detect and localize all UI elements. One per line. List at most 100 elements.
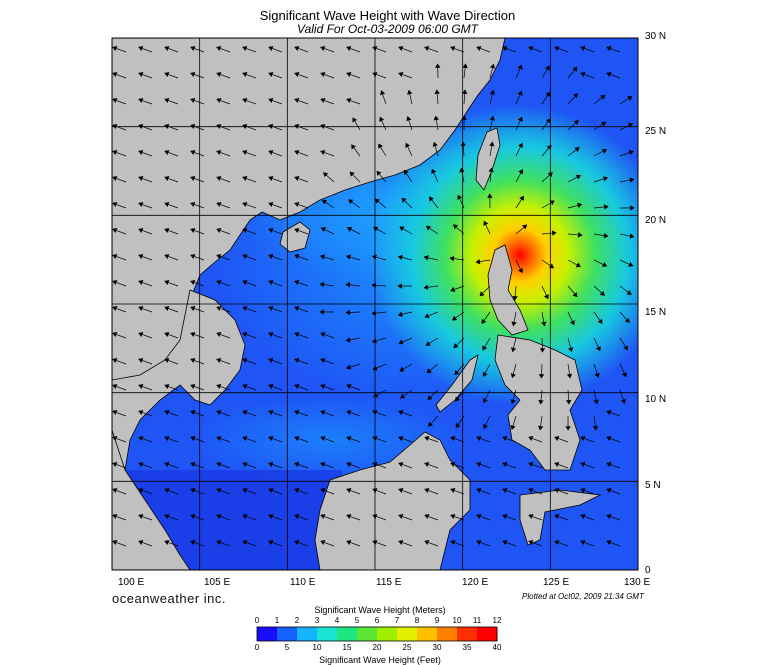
wave-arrow-head [452, 315, 458, 321]
wave-arrow-head [592, 425, 599, 431]
wave-arrow-head [606, 409, 612, 416]
wave-arrow-head [543, 294, 549, 300]
wave-arrow-head [346, 383, 352, 390]
wave-arrow-head [346, 71, 352, 78]
wave-arrow-head [294, 71, 300, 78]
wave-arrow-head [627, 123, 634, 128]
wave-arrow-head [242, 123, 248, 130]
wave-arrow-head [242, 201, 248, 208]
wave-arrow-head [320, 461, 326, 468]
wave-arrow-head [294, 97, 300, 104]
wave-arrow-head [216, 71, 222, 78]
wave-arrow-head [190, 97, 196, 104]
wave-arrow-head [539, 348, 546, 353]
wave-arrow-head [479, 291, 485, 297]
wave-arrow-head [426, 368, 432, 374]
wave-arrow-head [294, 149, 300, 156]
wave-arrow-head [138, 97, 144, 104]
wave-arrow-head [575, 174, 581, 180]
wave-arrow-head [482, 397, 488, 404]
wave-arrow-head [372, 365, 378, 371]
wave-arrow-head [450, 45, 456, 52]
wave-arrow-head [372, 71, 378, 78]
wave-arrow-head [112, 279, 118, 286]
legend-color-swatch [357, 627, 378, 641]
wave-arrow-head [164, 383, 170, 390]
wave-arrow-head [372, 487, 378, 494]
lon-label-120: 120 E [462, 577, 489, 588]
wave-arrow-head [428, 421, 434, 427]
wave-arrow-head [398, 435, 404, 442]
wave-arrow-head [428, 196, 434, 202]
wave-arrow-head [565, 426, 571, 431]
wave-arrow-head [345, 309, 350, 316]
wave-arrow-head [164, 45, 170, 52]
wave-arrow-head [294, 331, 300, 338]
wave-arrow-head [346, 539, 352, 546]
wave-arrow-head [268, 97, 274, 104]
lat-label-10: 10 N [645, 394, 667, 405]
wave-arrow-head [268, 539, 274, 546]
wave-arrow-head [398, 409, 404, 416]
lat-label-0: 0 [645, 565, 651, 576]
wave-arrow-head [538, 399, 544, 405]
wave-arrow-head [528, 539, 534, 546]
wave-arrow-head [606, 71, 612, 78]
malay-peninsula [112, 429, 191, 570]
wave-arrow-head [268, 409, 274, 416]
graticule [112, 38, 638, 570]
wave-arrow-head [294, 45, 300, 52]
wave-arrow-head [138, 149, 144, 156]
wave-arrow-head [164, 357, 170, 364]
wave-arrow-head [268, 201, 274, 208]
wave-arrow-head [294, 175, 300, 182]
wave-arrow-head [629, 233, 635, 239]
wave-arrow-head [572, 292, 578, 298]
wave-arrow-head [624, 317, 630, 323]
wave-arrow-head [242, 227, 248, 234]
wave-arrow-head [164, 461, 170, 468]
wave-arrow-head [112, 123, 118, 130]
wave-arrow-head [216, 461, 222, 468]
legend-color-swatch [377, 627, 398, 641]
wave-arrow-head [216, 409, 222, 416]
wave-arrow-head [602, 262, 608, 267]
wave-arrow-head [164, 279, 170, 286]
wave-arrow-head [424, 513, 430, 520]
wave-arrow-head [190, 253, 196, 260]
wave-arrow-head [476, 461, 482, 468]
wave-arrow-head [294, 513, 300, 520]
wave-arrow-head [630, 205, 635, 211]
wave-arrow-head [164, 227, 170, 234]
wave-arrow-head [372, 435, 378, 442]
wave-arrow-head [629, 177, 635, 183]
legend-title-feet: Significant Wave Height (Feet) [319, 655, 441, 665]
wave-arrow-head [294, 357, 300, 364]
wave-arrow-head [190, 45, 196, 52]
legend-color-swatch [337, 627, 358, 641]
wave-arrow-head [242, 539, 248, 546]
wave-arrow-head [320, 409, 326, 416]
legend-meters-tick: 8 [414, 616, 420, 625]
wave-arrow-head [164, 175, 170, 182]
legend-outline [256, 626, 498, 642]
chart-subtitle: Valid For Oct-03-2009 06:00 GMT [297, 22, 478, 36]
wave-arrow-head [424, 539, 430, 546]
wave-arrow-head [554, 435, 560, 442]
wave-arrow-head [268, 227, 274, 234]
wave-arrow-head [627, 96, 633, 101]
wave-arrow-head [373, 392, 379, 398]
legend-feet-tick: 0 [254, 643, 260, 652]
wave-arrow-head [294, 201, 300, 208]
legend-feet-tick: 20 [372, 643, 382, 652]
wave-arrow-head [575, 262, 581, 268]
wave-arrow-head [601, 148, 608, 154]
wave-arrow-head [376, 170, 382, 176]
wave-arrow-head [320, 227, 326, 232]
wave-arrow-head [405, 142, 411, 148]
wave-arrow-head [424, 461, 430, 468]
lat-label-25: 25 N [645, 126, 667, 137]
wave-arrow-head [502, 435, 508, 442]
wave-arrow-head [268, 71, 274, 78]
plotted-timestamp: Plotted at Oct02, 2009 21:34 GMT [522, 592, 644, 601]
